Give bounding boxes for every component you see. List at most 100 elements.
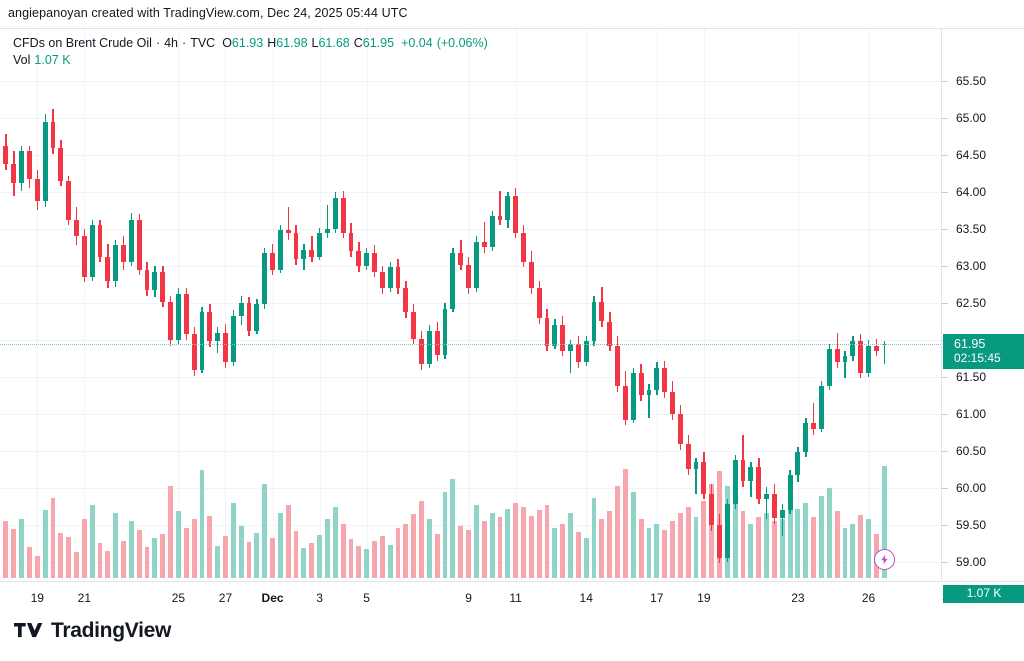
candle-body xyxy=(795,452,801,475)
price-tick-dash xyxy=(942,525,948,526)
volume-bar xyxy=(97,543,103,578)
grid-line-vertical xyxy=(586,29,588,581)
candle-body xyxy=(270,252,275,270)
candle-body xyxy=(364,252,370,266)
volume-bar xyxy=(622,469,628,578)
grid-line-horizontal xyxy=(0,451,941,452)
time-axis[interactable]: 19 21 25 27 Dec 3 5 9 11 14 17 19 23 26 xyxy=(0,581,1024,611)
candle-body xyxy=(685,443,691,470)
candle-body xyxy=(144,269,150,290)
volume-bar xyxy=(826,487,832,578)
volume-bar xyxy=(850,523,856,578)
candle-body xyxy=(58,147,64,181)
candle-body xyxy=(74,220,79,237)
volume-bar xyxy=(403,523,409,578)
candle-body xyxy=(27,151,32,179)
candle-body xyxy=(152,271,158,290)
volume-bar xyxy=(670,521,675,578)
volume-bar xyxy=(630,492,636,578)
volume-bar xyxy=(113,513,119,578)
candle-body xyxy=(568,343,573,352)
volume-bar xyxy=(340,523,346,578)
volume-bar xyxy=(458,525,464,578)
candle-body xyxy=(223,332,228,363)
volume-bar xyxy=(50,498,56,578)
legend-open-label: O xyxy=(222,36,232,50)
volume-bar xyxy=(552,527,558,578)
candle-body xyxy=(11,163,17,184)
lightning-bolt-icon[interactable] xyxy=(874,549,896,570)
volume-bar xyxy=(583,538,589,578)
volume-bar xyxy=(881,466,887,578)
time-tick-label: 11 xyxy=(509,591,522,605)
price-tick-dash xyxy=(942,303,948,304)
candle-body xyxy=(442,308,448,355)
volume-bar xyxy=(654,523,660,578)
candle-body xyxy=(434,331,440,355)
time-tick-label: Dec xyxy=(261,591,284,605)
candle-body xyxy=(81,236,87,278)
chart-frame: CFDs on Brent Crude Oil · 4h · TVC O61.93 H61.… xyxy=(0,28,1024,610)
candle-body xyxy=(372,252,377,272)
candle-body xyxy=(764,493,769,500)
price-tick-label: 59.00 xyxy=(956,555,987,569)
volume-bar xyxy=(223,536,228,578)
volume-bar xyxy=(795,508,801,578)
candle-body xyxy=(670,391,675,414)
plot-area[interactable]: CFDs on Brent Crude Oil · 4h · TVC O61.93 H61.… xyxy=(0,29,941,581)
price-axis[interactable]: 61.95 02:15:45 1.07 K 65.50 65.00 64.50 64.… xyxy=(941,29,1024,605)
candle-body xyxy=(89,225,95,278)
legend-symbol-title[interactable]: CFDs on Brent Crude Oil xyxy=(13,36,152,50)
candle-body xyxy=(583,341,589,363)
volume-bar xyxy=(215,545,221,578)
candle-body xyxy=(324,229,330,233)
volume-bar xyxy=(19,519,25,578)
volume-bar xyxy=(591,498,597,578)
price-tick-dash xyxy=(942,118,948,119)
attribution-text: angiepanoyan created with TradingView.co… xyxy=(8,6,408,20)
candle-body xyxy=(176,294,181,340)
time-tick-label: 9 xyxy=(465,591,472,605)
candle-body xyxy=(458,252,464,265)
volume-bar xyxy=(105,550,111,578)
price-tick-dash xyxy=(942,155,948,156)
legend-high-value: 61.98 xyxy=(276,36,308,50)
volume-bar xyxy=(419,500,424,578)
candle-body xyxy=(701,462,707,494)
candle-body xyxy=(379,271,385,289)
volume-bar xyxy=(387,544,393,578)
candle-body xyxy=(591,301,597,342)
candle-body xyxy=(207,311,213,342)
chart-legend: CFDs on Brent Crude Oil · 4h · TVC O61.93 H61.… xyxy=(13,35,488,69)
candle-wick xyxy=(765,486,768,520)
volume-bar xyxy=(81,519,87,578)
candle-body xyxy=(521,232,526,263)
candle-body xyxy=(262,252,268,305)
volume-bar xyxy=(858,515,864,578)
candle-body xyxy=(724,504,730,559)
candle-body xyxy=(50,121,56,148)
candle-body xyxy=(34,178,40,201)
candle-body xyxy=(160,271,166,302)
volume-bar xyxy=(575,531,581,578)
legend-open-value: 61.93 xyxy=(231,36,264,50)
candle-wick xyxy=(883,341,885,364)
candle-body xyxy=(411,311,417,339)
volume-bar xyxy=(466,529,471,578)
grid-line-vertical xyxy=(703,29,705,581)
price-tick-label: 60.00 xyxy=(956,481,987,495)
candle-body xyxy=(395,267,401,289)
volume-bar xyxy=(27,546,32,578)
candle-body xyxy=(105,257,111,281)
candle-body xyxy=(230,316,236,363)
volume-bar xyxy=(866,519,871,578)
grid-line-horizontal xyxy=(0,377,941,378)
candle-body xyxy=(340,197,346,233)
volume-bar xyxy=(285,504,291,578)
legend-exchange: TVC xyxy=(190,36,216,50)
legend-close-label: C xyxy=(353,36,363,50)
legend-interval[interactable]: 4h xyxy=(164,36,179,50)
candle-body xyxy=(317,232,323,258)
volume-bar xyxy=(536,509,542,578)
time-tick-label: 25 xyxy=(171,591,186,605)
